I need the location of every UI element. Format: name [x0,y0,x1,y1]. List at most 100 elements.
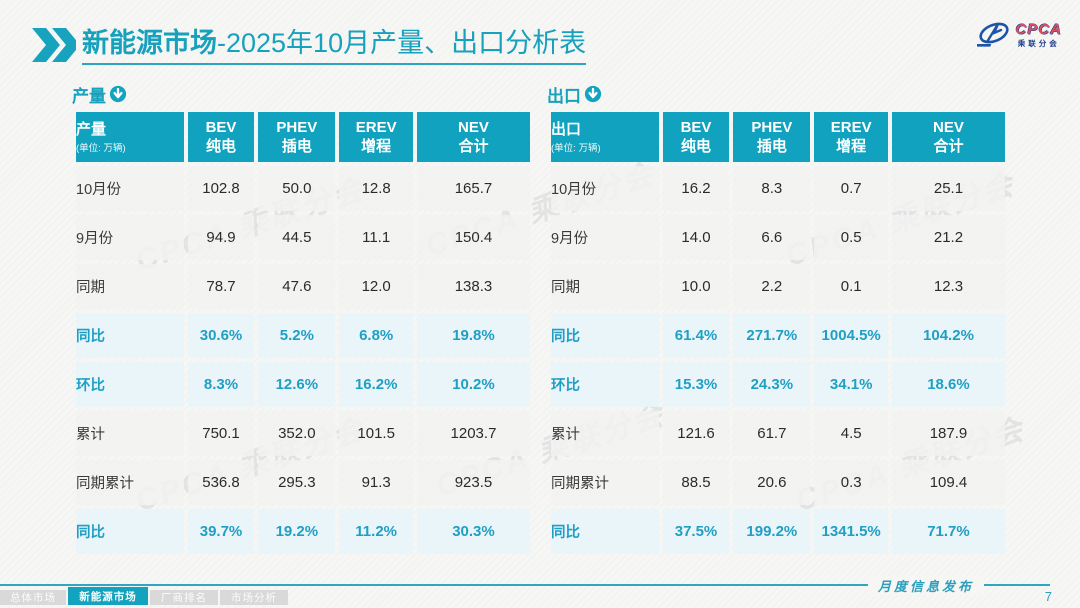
table-cell: 138.3 [416,264,530,309]
table-cell: 19.8% [416,313,530,358]
row-label: 10月份 [76,166,184,211]
cpca-logo: CPCA 乘联分会 [977,20,1062,50]
table-cell: 78.7 [187,264,255,309]
column-header-bev: BEV 纯电 [187,112,255,162]
table-cell: 39.7% [187,509,255,554]
table-cell: 12.8 [339,166,413,211]
cpca-logo-text: CPCA 乘联分会 [1015,22,1062,48]
table-cell: 16.2 [662,166,730,211]
table-cell: 109.4 [891,460,1005,505]
table-cell: 20.6 [733,460,811,505]
cpca-swoosh-icon [977,22,1010,47]
table-cell: 2.2 [733,264,811,309]
table-cell: 0.7 [814,166,888,211]
row-label: 环比 [76,362,184,407]
table-cell: 101.5 [339,411,413,456]
table-cell: 11.2% [339,509,413,554]
production-section: 产量 产量 (单位: 万辆) BEV 纯电 PHEV 插电 EREV 增程 NEV 合计 10月份 1… [72,84,534,558]
bottom-tab-3[interactable]: 厂商排名 [150,590,218,605]
export-section-label: 出口 [547,84,1009,106]
row-label: 10月份 [551,166,659,211]
table-cell: 71.7% [891,509,1005,554]
production-label-text: 产量 [72,86,106,106]
table-cell: 24.3% [733,362,811,407]
table-cell: 11.1 [339,215,413,260]
table-cell: 19.2% [258,509,336,554]
table-row: 10月份 102.8 50.0 12.8 165.7 [76,166,530,211]
footer-divider [0,584,1050,586]
table-cell: 61.7 [733,411,811,456]
table-cell: 16.2% [339,362,413,407]
page-title: 新能源市场-2025年10月产量、出口分析表 [82,26,587,65]
column-header-phev: PHEV 插电 [258,112,336,162]
table-cell: 199.2% [733,509,811,554]
table-row: 同期累计 88.5 20.6 0.3 109.4 [551,460,1005,505]
table-cell: 8.3% [187,362,255,407]
table-row: 9月份 94.9 44.5 11.1 150.4 [76,215,530,260]
title-market-segment: 新能源市场 [82,28,217,58]
bottom-nav-tabs: 总体市场 新能源市场 厂商排名 市场分析 [0,587,288,605]
production-table: 产量 (单位: 万辆) BEV 纯电 PHEV 插电 EREV 增程 NEV 合计 10月份 102.… [72,108,534,558]
row-label: 同期 [76,264,184,309]
cpca-logo-name: CPCA [1015,21,1062,39]
table-cell: 750.1 [187,411,255,456]
export-section: 出口 出口 (单位: 万辆) BEV 纯电 PHEV 插电 EREV 增程 NEV 合计 10月份 1… [547,84,1009,558]
double-chevron-icon [32,28,76,62]
bottom-tab-4[interactable]: 市场分析 [220,590,288,605]
table-cell: 102.8 [187,166,255,211]
table-row: 9月份 14.0 6.6 0.5 21.2 [551,215,1005,260]
title-rest: -2025年10月产量、出口分析表 [217,28,587,58]
production-section-label: 产量 [72,84,534,106]
table-cell: 47.6 [258,264,336,309]
table-cell: 12.6% [258,362,336,407]
table-cell: 271.7% [733,313,811,358]
table-cell: 18.6% [891,362,1005,407]
table-cell: 0.3 [814,460,888,505]
header-row: 出口 (单位: 万辆) BEV 纯电 PHEV 插电 EREV 增程 NEV 合计 [551,112,1005,162]
table-cell: 0.5 [814,215,888,260]
table-cell: 12.0 [339,264,413,309]
circle-down-arrow-icon [109,85,127,103]
table-row: 同期累计 536.8 295.3 91.3 923.5 [76,460,530,505]
table-cell: 61.4% [662,313,730,358]
bottom-tab-1[interactable]: 总体市场 [0,590,66,605]
table-row: 累计 121.6 61.7 4.5 187.9 [551,411,1005,456]
export-table: 出口 (单位: 万辆) BEV 纯电 PHEV 插电 EREV 增程 NEV 合计 10月份 16.2… [547,108,1009,558]
row-label: 同期 [551,264,659,309]
table-cell: 6.6 [733,215,811,260]
column-header-erev: EREV 增程 [339,112,413,162]
export-label-text: 出口 [547,86,581,106]
table-cell: 536.8 [187,460,255,505]
table-cell: 12.3 [891,264,1005,309]
table-cell: 14.0 [662,215,730,260]
table-cell: 30.6% [187,313,255,358]
bottom-tab-2[interactable]: 新能源市场 [68,587,148,605]
table-cell: 923.5 [416,460,530,505]
table-cell: 94.9 [187,215,255,260]
table-cell: 10.0 [662,264,730,309]
row-label: 9月份 [551,215,659,260]
column-header-phev: PHEV 插电 [733,112,811,162]
table-cell: 6.8% [339,313,413,358]
table-cell: 44.5 [258,215,336,260]
header-row: 产量 (单位: 万辆) BEV 纯电 PHEV 插电 EREV 增程 NEV 合计 [76,112,530,162]
table-row: 同期 78.7 47.6 12.0 138.3 [76,264,530,309]
row-label: 累计 [551,411,659,456]
table-cell: 4.5 [814,411,888,456]
table-cell: 10.2% [416,362,530,407]
row-label: 同比 [76,509,184,554]
table-row: 10月份 16.2 8.3 0.7 25.1 [551,166,1005,211]
cpca-logo-subtext: 乘联分会 [1017,39,1060,49]
table-cell: 352.0 [258,411,336,456]
table-cell: 0.1 [814,264,888,309]
table-row: 同比 37.5% 199.2% 1341.5% 71.7% [551,509,1005,554]
row-label: 环比 [551,362,659,407]
table-cell: 1341.5% [814,509,888,554]
table-row: 同比 39.7% 19.2% 11.2% 30.3% [76,509,530,554]
column-header-erev: EREV 增程 [814,112,888,162]
table-cell: 295.3 [258,460,336,505]
table-cell: 165.7 [416,166,530,211]
row-label: 9月份 [76,215,184,260]
table-cell: 30.3% [416,509,530,554]
